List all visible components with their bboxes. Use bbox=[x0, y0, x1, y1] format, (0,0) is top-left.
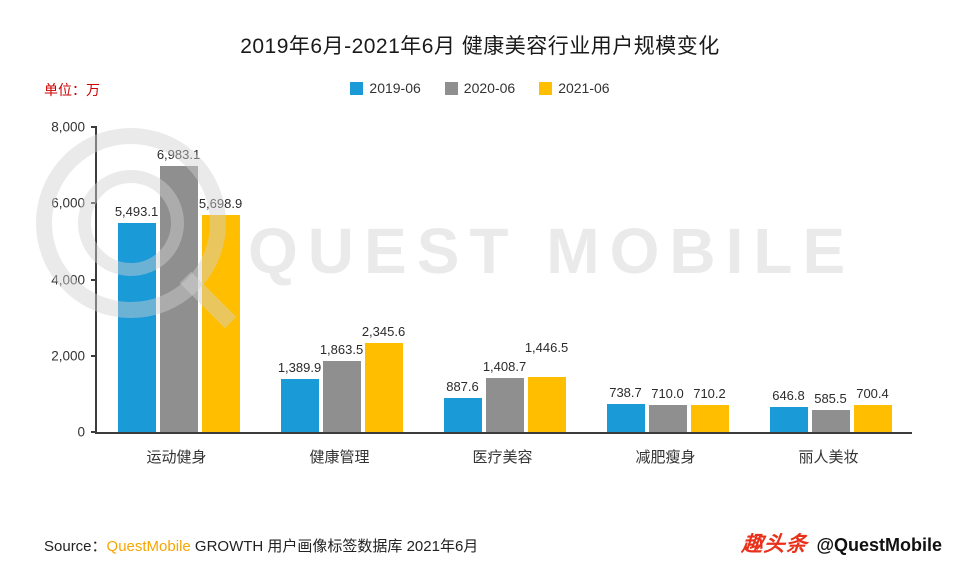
legend-label: 2021-06 bbox=[558, 80, 610, 96]
platform-logo: 趣头条 bbox=[741, 533, 810, 556]
bar-group: 1,389.9 1,863.5 2,345.6 bbox=[260, 127, 423, 432]
y-axis-tick-label: 4,000 bbox=[51, 272, 85, 287]
bar: 700.4 bbox=[853, 386, 892, 432]
y-axis-tick-mark bbox=[91, 354, 97, 357]
y-axis-tick-label: 0 bbox=[77, 424, 85, 440]
bar-value-label: 6,983.1 bbox=[156, 146, 201, 162]
legend: 2019-06 2020-06 2021-06 bbox=[0, 80, 960, 96]
x-axis-category-label: 丽人美妆 bbox=[798, 449, 859, 466]
bar-group: 738.7 710.0 710.2 bbox=[586, 127, 749, 432]
bar-value-label: 1,446.5 bbox=[524, 339, 569, 355]
legend-swatch bbox=[539, 81, 553, 95]
y-axis-tick-label: 6,000 bbox=[51, 195, 85, 211]
legend-item: 2020-06 bbox=[444, 80, 516, 96]
bar-value-label: 5,698.9 bbox=[198, 195, 243, 211]
bar-value-label: 1,389.9 bbox=[277, 360, 322, 375]
source-rest: GROWTH 用户画像标签数据库 2021年6月 bbox=[190, 538, 479, 555]
bar-value-label: 710.2 bbox=[693, 385, 726, 401]
bar-value-label: 646.8 bbox=[772, 388, 805, 404]
legend-swatch bbox=[444, 81, 458, 95]
x-axis-category-labels: 运动健身 健康管理 医疗美容 减肥瘦身 丽人美妆 bbox=[95, 446, 910, 467]
bar: 887.6 bbox=[443, 379, 482, 432]
bar-value-label: 2,345.6 bbox=[361, 323, 406, 339]
bar: 1,389.9 bbox=[278, 360, 321, 432]
bar-value-label: 1,863.5 bbox=[319, 342, 364, 357]
bar: 1,408.7 bbox=[483, 359, 526, 432]
plot-area: 5,493.1 6,983.1 5,698.9 1,389.9 1,863.5 2,345… bbox=[51, 120, 912, 440]
footer-attribution: 趣头条 @QuestMobile bbox=[741, 528, 942, 558]
bar-value-label: 585.5 bbox=[814, 390, 847, 406]
y-axis-tick-mark bbox=[91, 202, 97, 205]
bar-group: 5,493.1 6,983.1 5,698.9 bbox=[97, 127, 260, 432]
bar-group: 887.6 1,408.7 1,446.5 bbox=[423, 127, 586, 432]
bar-value-label: 710.0 bbox=[651, 385, 684, 401]
bar: 5,698.9 bbox=[199, 196, 242, 432]
legend-item: 2021-06 bbox=[539, 80, 610, 96]
bar: 2,345.6 bbox=[362, 324, 405, 432]
bar: 646.8 bbox=[769, 388, 808, 432]
bar: 1,863.5 bbox=[320, 342, 363, 432]
y-axis-tick-mark bbox=[91, 126, 97, 128]
bar-value-label: 700.4 bbox=[856, 386, 889, 402]
bar-groups: 5,493.1 6,983.1 5,698.9 1,389.9 1,863.5 2,345… bbox=[97, 127, 912, 432]
legend-label: 2019-06 bbox=[369, 80, 421, 96]
legend-swatch bbox=[350, 81, 364, 95]
bar-value-label: 5,493.1 bbox=[114, 203, 159, 219]
y-axis-tick-mark bbox=[91, 278, 97, 281]
legend-label: 2020-06 bbox=[463, 80, 516, 96]
bar: 710.0 bbox=[648, 386, 687, 432]
bar: 710.2 bbox=[690, 386, 729, 432]
bar: 5,493.1 bbox=[115, 204, 158, 432]
x-axis-category-label: 医疗美容 bbox=[472, 449, 533, 466]
y-axis-tick-mark bbox=[91, 431, 97, 433]
bar: 585.5 bbox=[811, 391, 850, 432]
bar: 1,446.5 bbox=[525, 340, 568, 432]
bar-group: 646.8 585.5 700.4 bbox=[749, 127, 912, 432]
source-prefix: Source： bbox=[44, 538, 107, 555]
chart-title: 2019年6月-2021年6月 健康美容行业用户规模变化 bbox=[240, 35, 720, 58]
legend-item: 2019-06 bbox=[350, 80, 421, 96]
unit-label: 单位：万 bbox=[44, 82, 100, 98]
x-axis-category-label: 运动健身 bbox=[146, 449, 207, 466]
bar: 6,983.1 bbox=[157, 147, 200, 432]
x-axis-category-label: 健康管理 bbox=[309, 449, 370, 466]
bar-value-label: 738.7 bbox=[609, 384, 642, 400]
source-line: Source：QuestMobile GROWTH 用户画像标签数据库 2021… bbox=[44, 535, 478, 556]
x-axis-category-label: 减肥瘦身 bbox=[635, 449, 696, 466]
questmobile-handle: @QuestMobile bbox=[816, 535, 942, 555]
bar-value-label: 887.6 bbox=[446, 379, 479, 395]
y-axis-tick-label: 2,000 bbox=[51, 348, 85, 364]
bar: 738.7 bbox=[606, 385, 645, 432]
y-axis-tick-label: 8,000 bbox=[51, 119, 85, 135]
bar-value-label: 1,408.7 bbox=[482, 359, 527, 375]
source-brand: QuestMobile bbox=[106, 538, 191, 555]
